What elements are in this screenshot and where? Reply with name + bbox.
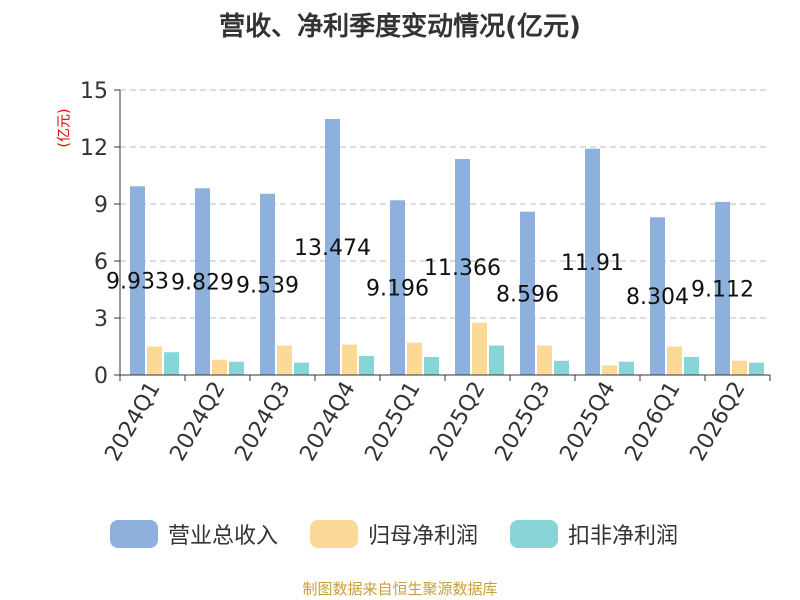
legend-item[interactable]: 归母净利润: [310, 516, 478, 552]
y-tick-label: 6: [94, 250, 108, 275]
chart-title: 营收、净利季度变动情况(亿元): [219, 12, 581, 42]
legend-label: 扣非净利润: [568, 524, 679, 549]
revenue-data-label: 9.539: [236, 273, 299, 298]
bar-deducted-net-profit: [619, 361, 634, 375]
y-tick-label: 3: [94, 307, 108, 332]
revenue-data-label: 11.91: [561, 251, 624, 276]
x-tick-label: 2025Q2: [425, 378, 490, 466]
revenue-data-label: 8.304: [626, 285, 689, 310]
bar-revenue: [260, 193, 275, 375]
bar-revenue: [130, 186, 145, 375]
x-tick-label: 2024Q1: [100, 378, 165, 466]
bar-net-profit: [407, 342, 422, 375]
bar-deducted-net-profit: [359, 356, 374, 375]
revenue-data-label: 9.112: [691, 277, 754, 302]
legend-item[interactable]: 扣非净利润: [510, 516, 678, 552]
y-tick-label: 0: [94, 364, 108, 389]
legend: 营业总收入 归母净利润 扣非净利润: [0, 516, 800, 556]
x-tick-label: 2024Q2: [165, 378, 230, 466]
revenue-data-label: 11.366: [424, 256, 501, 281]
bar-net-profit: [212, 359, 227, 375]
y-tick-label: 12: [80, 136, 108, 161]
bar-deducted-net-profit: [229, 361, 244, 375]
bar-revenue: [650, 217, 665, 375]
bar-deducted-net-profit: [554, 360, 569, 375]
bar-deducted-net-profit: [164, 352, 179, 375]
bar-deducted-net-profit: [684, 356, 699, 375]
x-tick-label: 2026Q1: [620, 378, 685, 466]
legend-swatch: [110, 520, 158, 548]
bar-deducted-net-profit: [294, 362, 309, 375]
bar-deducted-net-profit: [424, 356, 439, 375]
y-tick-label: 9: [94, 193, 108, 218]
x-tick-label: 2025Q3: [490, 378, 555, 466]
bar-net-profit: [732, 360, 747, 375]
revenue-data-label: 9.829: [171, 271, 234, 296]
legend-label: 营业总收入: [168, 524, 279, 549]
bar-revenue: [390, 200, 405, 375]
revenue-data-label: 9.196: [366, 277, 429, 302]
revenue-data-label: 8.596: [496, 282, 559, 307]
x-tick-label: 2025Q1: [360, 378, 425, 466]
legend-swatch: [310, 520, 358, 548]
bar-net-profit: [472, 322, 487, 375]
bar-revenue: [585, 148, 600, 375]
bar-net-profit: [537, 345, 552, 375]
legend-item[interactable]: 营业总收入: [110, 516, 278, 552]
data-source-note: 制图数据来自恒生聚源数据库: [302, 580, 498, 598]
bar-net-profit: [147, 346, 162, 375]
bar-revenue: [715, 201, 730, 375]
bar-net-profit: [277, 345, 292, 375]
x-tick-label: 2026Q2: [685, 378, 750, 466]
y-tick-label: 15: [80, 79, 108, 104]
bar-net-profit: [602, 365, 617, 375]
bar-deducted-net-profit: [749, 362, 764, 375]
bar-revenue: [455, 159, 470, 375]
bar-revenue: [520, 211, 535, 375]
revenue-data-label: 13.474: [294, 236, 371, 261]
x-tick-label: 2024Q3: [230, 378, 295, 466]
legend-label: 归母净利润: [368, 524, 479, 549]
revenue-data-label: 9.933: [106, 270, 169, 295]
x-tick-label: 2025Q4: [555, 378, 620, 466]
legend-swatch: [510, 520, 558, 548]
bar-revenue: [325, 118, 340, 375]
bar-revenue: [195, 188, 210, 375]
bar-net-profit: [667, 346, 682, 375]
x-tick-label: 2024Q4: [295, 378, 360, 466]
bar-deducted-net-profit: [489, 345, 504, 375]
bar-net-profit: [342, 344, 357, 375]
